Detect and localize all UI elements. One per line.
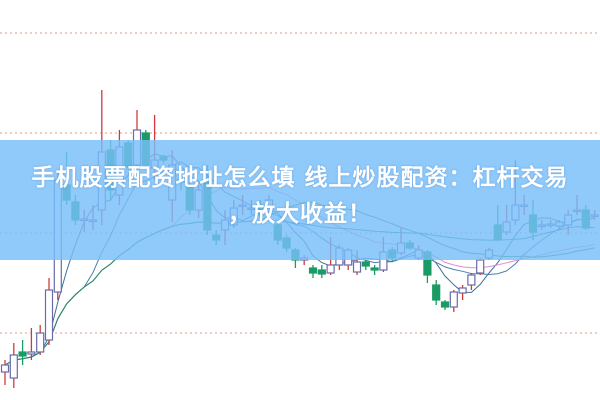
candle-body bbox=[352, 261, 362, 273]
candle-body bbox=[18, 351, 27, 357]
headline-line-2: ，放大收益！ bbox=[228, 201, 372, 227]
headline: 手机股票配资地址怎么填 线上炒股配资：杠杆交易 ，放大收益！ bbox=[0, 160, 600, 232]
candle-body bbox=[317, 269, 326, 275]
candle-body bbox=[449, 291, 458, 308]
candle-body bbox=[27, 351, 36, 355]
candle-body bbox=[370, 267, 379, 271]
candle-body bbox=[361, 261, 370, 267]
candle-body bbox=[458, 287, 467, 294]
candle-body bbox=[467, 274, 476, 286]
candle-body bbox=[9, 354, 18, 379]
candle-body bbox=[36, 332, 45, 353]
headline-banner bbox=[0, 140, 600, 260]
candle-body bbox=[432, 284, 441, 301]
candle-body bbox=[326, 264, 335, 274]
candle-body bbox=[0, 364, 10, 373]
headline-line-1: 手机股票配资地址怎么填 线上炒股配资：杠杆交易 bbox=[31, 165, 569, 191]
candle-body bbox=[476, 259, 485, 274]
candle-body bbox=[308, 267, 318, 274]
candle-body bbox=[440, 301, 450, 308]
candle-body bbox=[44, 289, 54, 341]
